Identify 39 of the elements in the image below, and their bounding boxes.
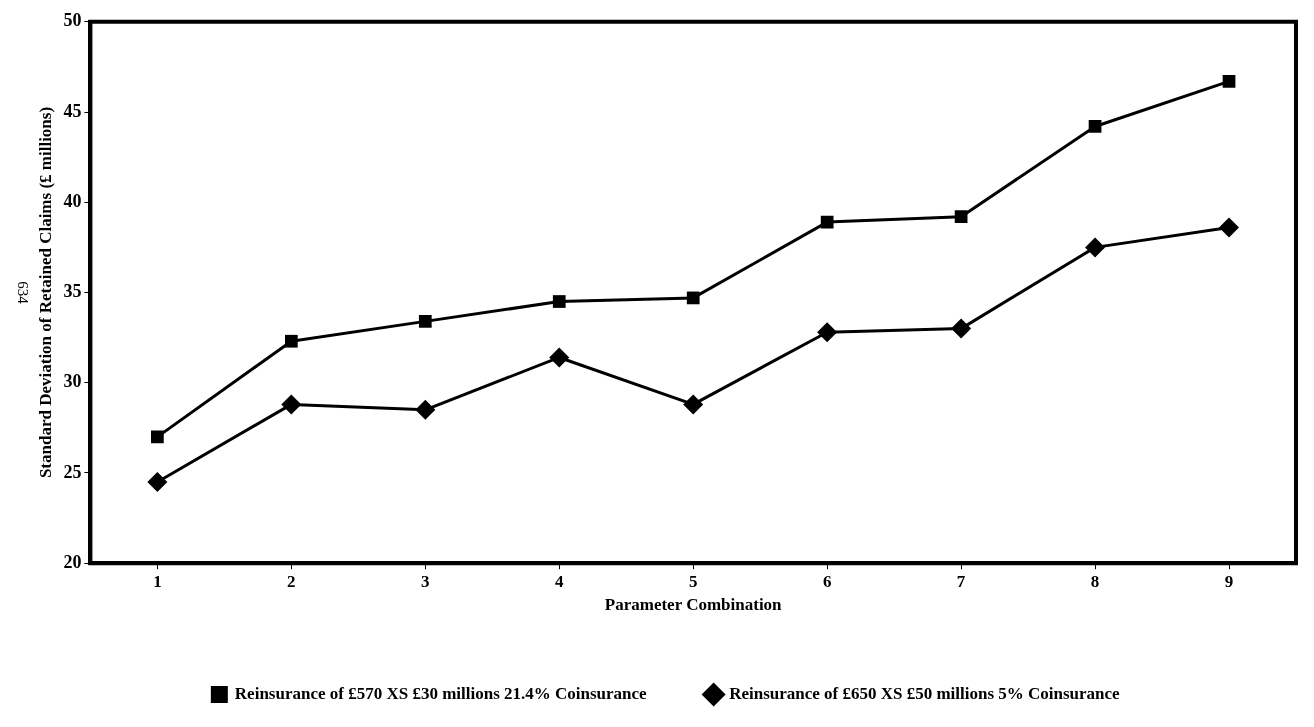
x-tick-label: 3 bbox=[421, 571, 430, 591]
point bbox=[281, 394, 302, 415]
legend-label: Reinsurance of £570 XS £30 millions 21.4% Coinsurance bbox=[234, 683, 648, 703]
text: 634 bbox=[15, 281, 32, 305]
point bbox=[147, 471, 168, 492]
y-tick-label: 20 bbox=[63, 551, 82, 572]
x-axis-title: Parameter Combination bbox=[604, 595, 783, 615]
point bbox=[415, 399, 436, 420]
x-tick-label: 8 bbox=[1090, 571, 1100, 591]
y-tick-label: 30 bbox=[63, 371, 82, 392]
point bbox=[549, 347, 570, 368]
point bbox=[820, 215, 834, 229]
point bbox=[418, 315, 432, 328]
y-tick-label: 25 bbox=[63, 461, 82, 482]
x-tick-label: 6 bbox=[822, 571, 832, 591]
x-tick-label: 7 bbox=[956, 571, 966, 591]
x-tick-label: 4 bbox=[554, 571, 564, 591]
x-tick-label: 5 bbox=[688, 571, 698, 591]
point bbox=[954, 210, 968, 224]
point bbox=[284, 334, 298, 348]
x-tick-label: 2 bbox=[287, 571, 296, 591]
point bbox=[1222, 74, 1236, 88]
point bbox=[1085, 237, 1106, 258]
y-tick-label: 50 bbox=[63, 10, 82, 31]
point bbox=[817, 322, 838, 343]
y-tick-label: 35 bbox=[63, 281, 82, 302]
legend-label: Reinsurance of £650 XS £50 millions 5% Coinsurance bbox=[729, 683, 1121, 703]
y-tick-label: 40 bbox=[63, 190, 82, 211]
x-tick-label: 1 bbox=[153, 571, 162, 591]
x-tick-label: 9 bbox=[1224, 571, 1234, 591]
point bbox=[683, 394, 704, 415]
point bbox=[686, 291, 700, 305]
point bbox=[951, 318, 972, 339]
point bbox=[1088, 120, 1102, 133]
y-tick-label: 45 bbox=[63, 100, 82, 121]
point bbox=[151, 430, 164, 444]
y-axis-title: Standard Deviation of Retained Claims (£ millions) bbox=[35, 106, 55, 479]
point bbox=[552, 295, 566, 308]
point bbox=[1219, 217, 1240, 238]
